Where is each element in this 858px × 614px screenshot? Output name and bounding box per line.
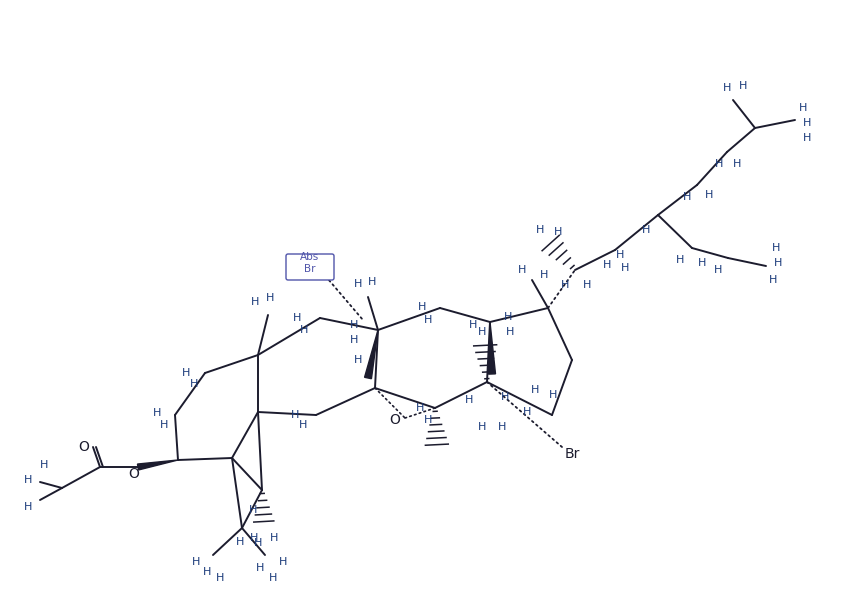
Text: O: O [390, 413, 401, 427]
Text: H: H [772, 243, 780, 253]
Text: H: H [498, 422, 506, 432]
Text: H: H [190, 379, 198, 389]
Text: H: H [254, 538, 263, 548]
Text: H: H [249, 505, 257, 515]
Text: H: H [160, 420, 168, 430]
Text: H: H [799, 103, 807, 113]
Text: H: H [774, 258, 782, 268]
Text: H: H [535, 225, 544, 235]
Text: H: H [478, 327, 486, 337]
Text: Abs: Abs [300, 252, 320, 262]
Text: H: H [192, 557, 200, 567]
Text: H: H [803, 118, 811, 128]
Text: H: H [501, 392, 509, 402]
Polygon shape [488, 322, 496, 374]
Text: H: H [350, 320, 358, 330]
Text: H: H [603, 260, 611, 270]
Text: Br: Br [305, 264, 316, 274]
Text: H: H [621, 263, 629, 273]
Text: H: H [24, 502, 32, 512]
Text: H: H [353, 355, 362, 365]
Text: H: H [216, 573, 224, 583]
Text: H: H [153, 408, 161, 418]
Text: H: H [250, 533, 258, 543]
Text: H: H [291, 410, 299, 420]
Text: H: H [465, 395, 474, 405]
Text: H: H [269, 533, 278, 543]
Text: H: H [531, 385, 539, 395]
Text: H: H [353, 279, 362, 289]
Text: H: H [698, 258, 706, 268]
Text: H: H [642, 225, 650, 235]
Text: H: H [769, 275, 777, 285]
Text: H: H [523, 407, 531, 417]
Text: H: H [540, 270, 548, 280]
Text: H: H [616, 250, 624, 260]
Text: H: H [418, 302, 426, 312]
Polygon shape [365, 330, 378, 379]
Text: H: H [24, 475, 32, 485]
Text: H: H [236, 537, 245, 547]
Text: H: H [182, 368, 190, 378]
Text: H: H [424, 315, 432, 325]
Text: H: H [549, 390, 557, 400]
Text: H: H [733, 159, 741, 169]
Text: Br: Br [565, 447, 580, 461]
Polygon shape [137, 460, 178, 470]
Text: H: H [266, 293, 275, 303]
Text: H: H [683, 192, 692, 202]
Text: H: H [518, 265, 526, 275]
Text: H: H [350, 335, 358, 345]
Text: H: H [583, 280, 591, 290]
Text: H: H [676, 255, 684, 265]
Text: H: H [299, 420, 307, 430]
Text: H: H [424, 415, 432, 425]
Text: H: H [714, 265, 722, 275]
Text: H: H [256, 563, 264, 573]
Text: H: H [368, 277, 376, 287]
Text: H: H [293, 313, 301, 323]
FancyBboxPatch shape [286, 254, 334, 280]
Text: H: H [715, 159, 723, 169]
Text: O: O [79, 440, 89, 454]
Text: O: O [129, 467, 140, 481]
Text: H: H [506, 327, 514, 337]
Text: H: H [803, 133, 811, 143]
Text: H: H [704, 190, 713, 200]
Text: H: H [279, 557, 287, 567]
Text: H: H [39, 460, 48, 470]
Text: H: H [739, 81, 747, 91]
Text: H: H [299, 325, 308, 335]
Text: H: H [251, 297, 259, 307]
Text: H: H [553, 227, 562, 237]
Text: H: H [468, 320, 477, 330]
Text: H: H [478, 422, 486, 432]
Text: H: H [202, 567, 211, 577]
Text: H: H [722, 83, 731, 93]
Text: H: H [561, 280, 569, 290]
Text: H: H [416, 403, 424, 413]
Text: H: H [504, 312, 512, 322]
Text: H: H [269, 573, 277, 583]
